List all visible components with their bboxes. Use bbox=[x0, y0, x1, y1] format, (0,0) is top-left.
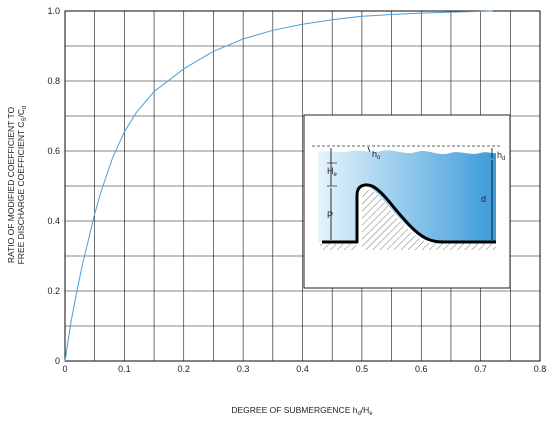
x-tick-label: 0.3 bbox=[237, 364, 250, 374]
ho-arrow bbox=[367, 146, 371, 153]
weir-hatching bbox=[362, 189, 496, 250]
y-axis-title-line1: RATIO OF MODIFIED COEFFICIENT TO bbox=[6, 107, 16, 264]
x-axis-title: DEGREE OF SUBMERGENCE hd/He bbox=[231, 405, 373, 417]
ho-label: ho bbox=[372, 149, 381, 161]
y-tick-label: 0.2 bbox=[47, 286, 60, 296]
y-tick-label: 0.4 bbox=[47, 216, 60, 226]
x-tick-label: 0.8 bbox=[534, 364, 547, 374]
x-tick-label: 0 bbox=[62, 364, 67, 374]
x-tick-label: 0.6 bbox=[415, 364, 428, 374]
y-tick-label: 0.6 bbox=[47, 146, 60, 156]
y-tick-label: 0 bbox=[55, 356, 60, 366]
y-axis-title: RATIO OF MODIFIED COEFFICIENT TO FREE DI… bbox=[6, 106, 28, 265]
weir-inset: ho hd He P d bbox=[303, 114, 511, 289]
tick-labels: 0 0.1 0.2 0.3 0.4 0.5 0.6 0.7 0.8 0 0.2 0.4 0.6 0.8 1.… bbox=[47, 6, 546, 374]
weir-crest-outline bbox=[322, 183, 496, 244]
upstream-floor-hatch bbox=[320, 244, 356, 250]
x-tick-label: 0.4 bbox=[296, 364, 309, 374]
x-tick-label: 0.7 bbox=[474, 364, 487, 374]
y-tick-label: 0.8 bbox=[47, 76, 60, 86]
x-tick-label: 0.1 bbox=[118, 364, 131, 374]
p-label: P bbox=[327, 210, 333, 220]
water-body bbox=[318, 150, 496, 242]
x-tick-label: 0.2 bbox=[177, 364, 190, 374]
series-layer bbox=[64, 10, 493, 362]
y-axis-title-line2: FREE DISCHARGE COEFFICIENT CS/Cd bbox=[16, 106, 28, 265]
d-label: d bbox=[481, 194, 486, 204]
series-line bbox=[64, 10, 493, 362]
y-tick-label: 1.0 bbox=[47, 6, 60, 16]
he-label: He bbox=[327, 166, 338, 178]
hd-label: hd bbox=[497, 150, 505, 162]
x-tick-label: 0.5 bbox=[356, 364, 369, 374]
